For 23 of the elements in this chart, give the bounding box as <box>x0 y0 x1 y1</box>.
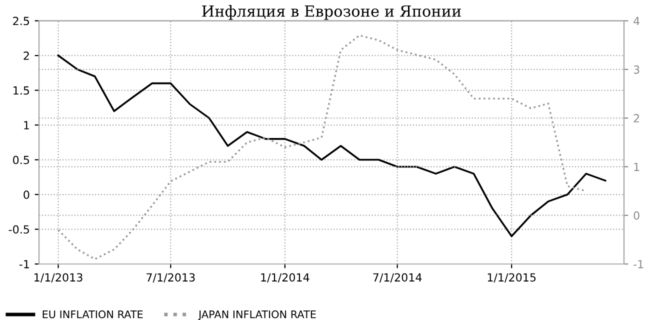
y-tick-label: -1 <box>19 260 29 268</box>
x-tick-label: 1/1/2014 <box>261 273 310 282</box>
y2-tick-label: 1 <box>634 162 640 171</box>
y-tick-label: 0 <box>24 190 30 199</box>
y-tick-label: 1 <box>24 121 29 130</box>
y-tick-label: 2 <box>24 52 29 60</box>
y-tick-label: 1.5 <box>14 86 29 95</box>
y2-tick-label: 2 <box>634 114 639 122</box>
y2-tick-label: 0 <box>634 211 640 220</box>
x-tick-label: 1/1/2013 <box>34 273 82 282</box>
y2-tick-label: 4 <box>634 16 640 26</box>
x-tick-label: 7/1/2013 <box>146 273 195 282</box>
legend-label: EU INFLATION RATE <box>42 310 143 318</box>
y-tick-label: 2.5 <box>13 16 29 26</box>
y2-tick-label: 3 <box>634 65 640 74</box>
y-tick-label: -0.5 <box>8 225 30 234</box>
legend-label: JAPAN INFLATION RATE <box>198 310 316 320</box>
y2-tick-label: -1 <box>634 260 644 268</box>
line-series <box>57 54 606 238</box>
chart-title: Инфляция в Еврозоне и Японии <box>202 5 461 20</box>
x-tick-label: 7/1/2014 <box>373 273 422 282</box>
y-tick-label: 0.5 <box>13 156 29 164</box>
x-tick-label: 1/1/2015 <box>488 273 536 282</box>
